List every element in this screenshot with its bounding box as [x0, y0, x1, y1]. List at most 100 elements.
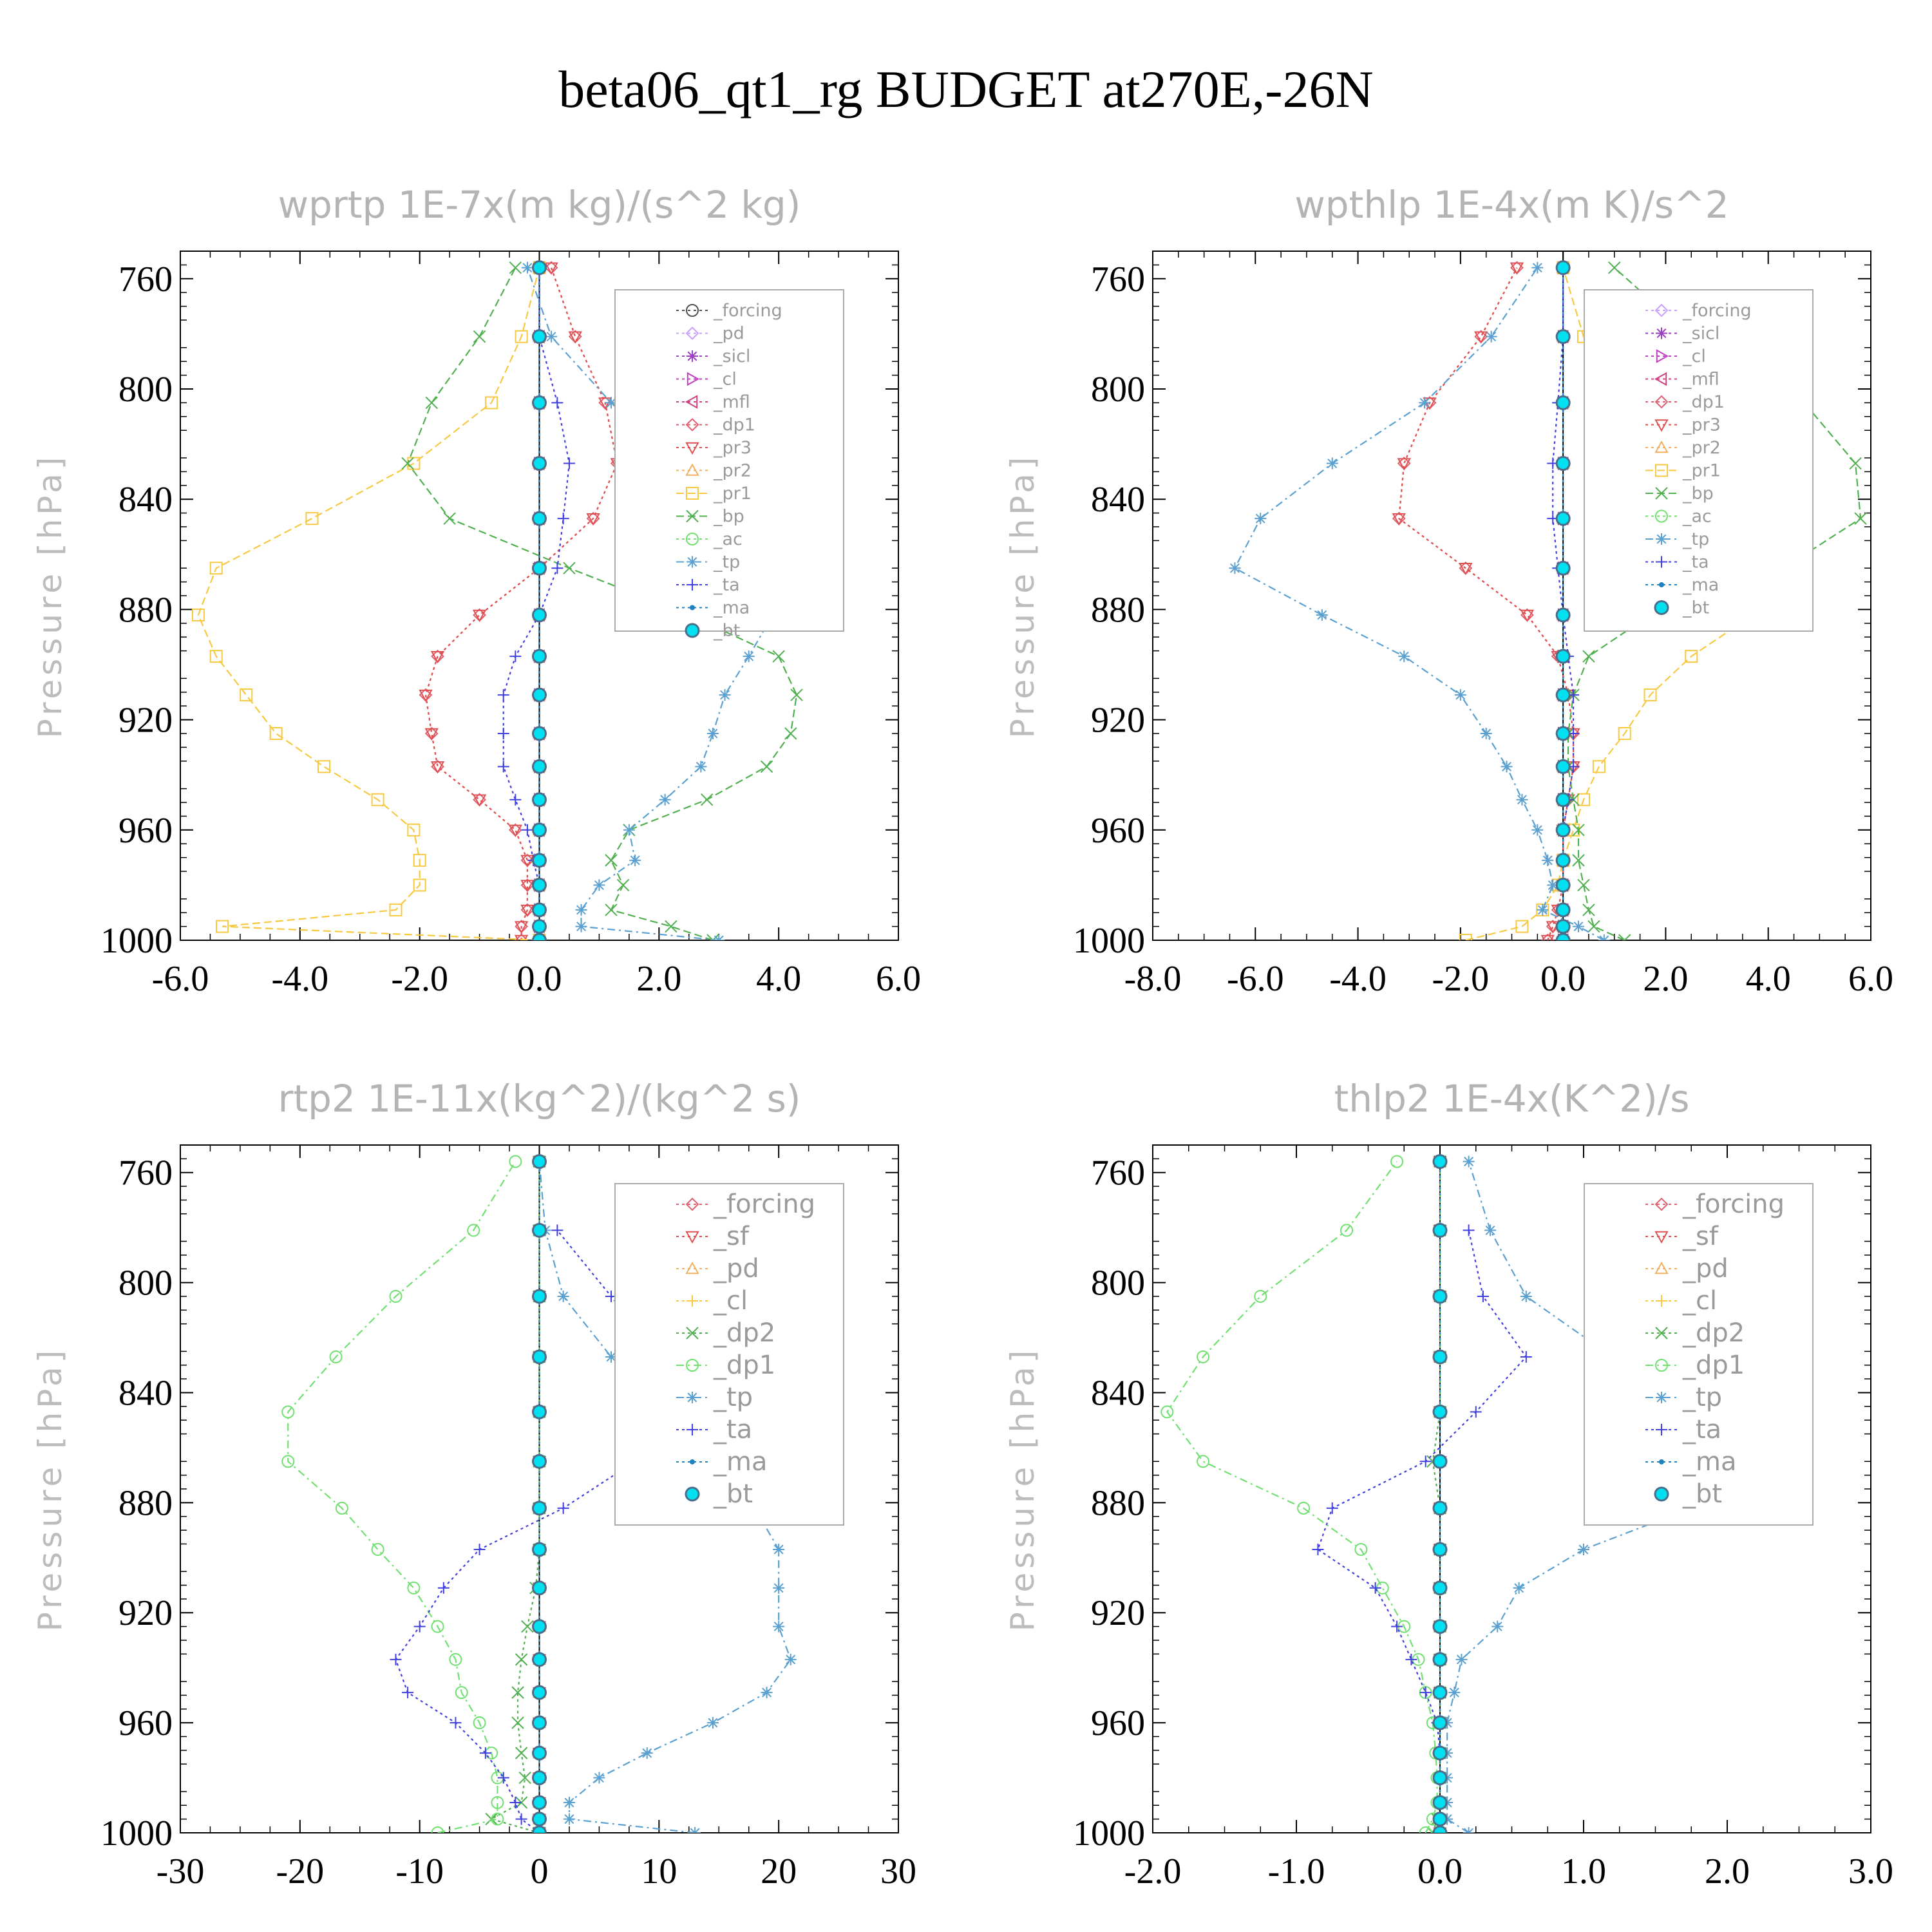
series-point-ta [509, 1797, 522, 1809]
series-point-dp2 [518, 1771, 531, 1785]
series-point-bt [532, 1685, 547, 1700]
series-point-bp [1849, 457, 1862, 470]
series-point-bp [1608, 261, 1621, 274]
legend-marker-sf [1654, 1231, 1669, 1244]
series-point-bt [532, 607, 547, 623]
series-point-dp1 [389, 1289, 402, 1303]
y-axis-label: Pressure [hPa] [32, 1347, 69, 1632]
series-point-bt [1432, 1501, 1448, 1516]
series-point-tp [641, 1747, 653, 1759]
series-point-ta [551, 1224, 564, 1236]
legend-marker-tp [687, 1392, 698, 1403]
legend-label-dp1: _dp1 [713, 415, 755, 435]
series-point-pr3 [1510, 262, 1524, 275]
legend-label-dp1: _dp1 [1682, 1350, 1745, 1380]
series-point-tp [1419, 397, 1431, 409]
series-point-bt [1432, 1542, 1448, 1557]
series-point-pr1 [216, 920, 229, 933]
series-point-bt [1555, 933, 1571, 940]
series-point-bt [532, 511, 547, 526]
series-point-bt [532, 649, 547, 664]
legend-box [614, 1183, 844, 1526]
series-point-tp [605, 397, 617, 409]
series-point-tp [695, 761, 707, 773]
legend-box [1584, 1183, 1814, 1526]
series-point-pr1 [1685, 650, 1698, 663]
series-point-bt [1555, 329, 1571, 345]
series-point-bt [532, 822, 547, 838]
series-point-pr1 [407, 823, 421, 837]
series-point-bt [1432, 1812, 1448, 1827]
legend-label-forcing: _forcing [713, 1189, 815, 1219]
legend-marker-bt [1654, 1486, 1669, 1502]
series-point-tp [563, 1797, 575, 1809]
y-tick-label: 840 [118, 480, 173, 520]
y-tick-label: 880 [118, 1483, 173, 1523]
series-point-bt [1555, 456, 1571, 471]
series-point-ta [1419, 1687, 1432, 1699]
y-tick-label: 920 [118, 701, 173, 741]
series-point-dp1 [1419, 1826, 1432, 1833]
y-tick-label: 1000 [100, 1814, 173, 1853]
legend-marker-ma [690, 605, 695, 611]
series-point-tp [1454, 689, 1466, 701]
legend-marker-sicl [1656, 327, 1667, 339]
series-point-tp [713, 934, 725, 940]
series-point-tp [1531, 261, 1544, 274]
series-point-bp [509, 261, 522, 274]
series-point-pr3 [520, 904, 535, 917]
series-point-ta [509, 650, 522, 663]
series-point-dp1 [1160, 1405, 1174, 1419]
legend-marker-forcing [1654, 1197, 1669, 1211]
legend-label-bt: _bt [713, 621, 740, 641]
x-tick-label: -2.0 [1124, 1852, 1182, 1891]
series-line-pr3 [1398, 267, 1575, 940]
series-point-bt [532, 877, 547, 893]
legend-marker-pd [685, 327, 699, 340]
series-point-bt [532, 919, 547, 934]
x-tick-label: 2.0 [1705, 1852, 1750, 1891]
series-point-ta [1477, 1290, 1489, 1302]
series-point-tp [689, 1827, 701, 1833]
series-line-pr3 [424, 267, 618, 940]
legend-label-cl: _cl [1682, 346, 1706, 366]
legend-marker-forcing [686, 304, 699, 317]
chart-panel-1: wprtp 1E-7x(m kg)/(s^2 kg) Pressure [hPa]… [32, 183, 921, 999]
legend-marker-forcing [685, 1197, 699, 1211]
x-tick-label: -20 [276, 1852, 325, 1891]
legend-marker-pr2 [685, 463, 699, 476]
legend: _forcing _pd_sicl _cl_mfl _dp1 _pr3 _pr2 _pr1 _… [614, 289, 844, 641]
legend-label-bt: _bt [713, 1479, 753, 1509]
legend-label-pr2: _pr2 [713, 461, 752, 481]
series-point-dp1 [509, 1155, 522, 1168]
legend-marker-ma [690, 1459, 695, 1464]
series-point-bt [532, 1542, 547, 1557]
series-point-dp1 [371, 1542, 384, 1556]
x-tick-label: -1.0 [1268, 1852, 1325, 1891]
series-point-ta [413, 1620, 426, 1633]
x-tick-label: -4.0 [1329, 959, 1387, 999]
series-point-pr3 [586, 513, 600, 526]
legend-label-sicl: _sicl [713, 346, 750, 366]
series-point-ta [1391, 1620, 1403, 1633]
legend-marker-ta [687, 1424, 698, 1435]
series-point-pr1 [305, 512, 319, 526]
series-point-tp [773, 1620, 785, 1633]
series-point-tp [1255, 513, 1267, 525]
series-point-bp [760, 760, 773, 773]
y-tick-label: 1000 [100, 921, 173, 961]
y-tick-label: 960 [118, 811, 173, 851]
legend: _forcing _sf _pd _cl_dp2_dp1 _tp _ta _ma_bt [614, 1183, 844, 1526]
y-tick-label: 800 [1091, 1264, 1145, 1303]
y-axis-label: Pressure [hPa] [32, 453, 69, 739]
series-point-bt [1432, 1770, 1448, 1786]
series-point-bt [1555, 877, 1571, 893]
legend-marker-dp1 [685, 418, 699, 431]
x-tick-label: -8.0 [1124, 959, 1182, 999]
legend-marker-pr1 [1655, 464, 1668, 477]
series-point-bt [532, 1715, 547, 1730]
series-point-bt [532, 1745, 547, 1761]
legend-label-ta: _ta [1682, 1415, 1721, 1444]
